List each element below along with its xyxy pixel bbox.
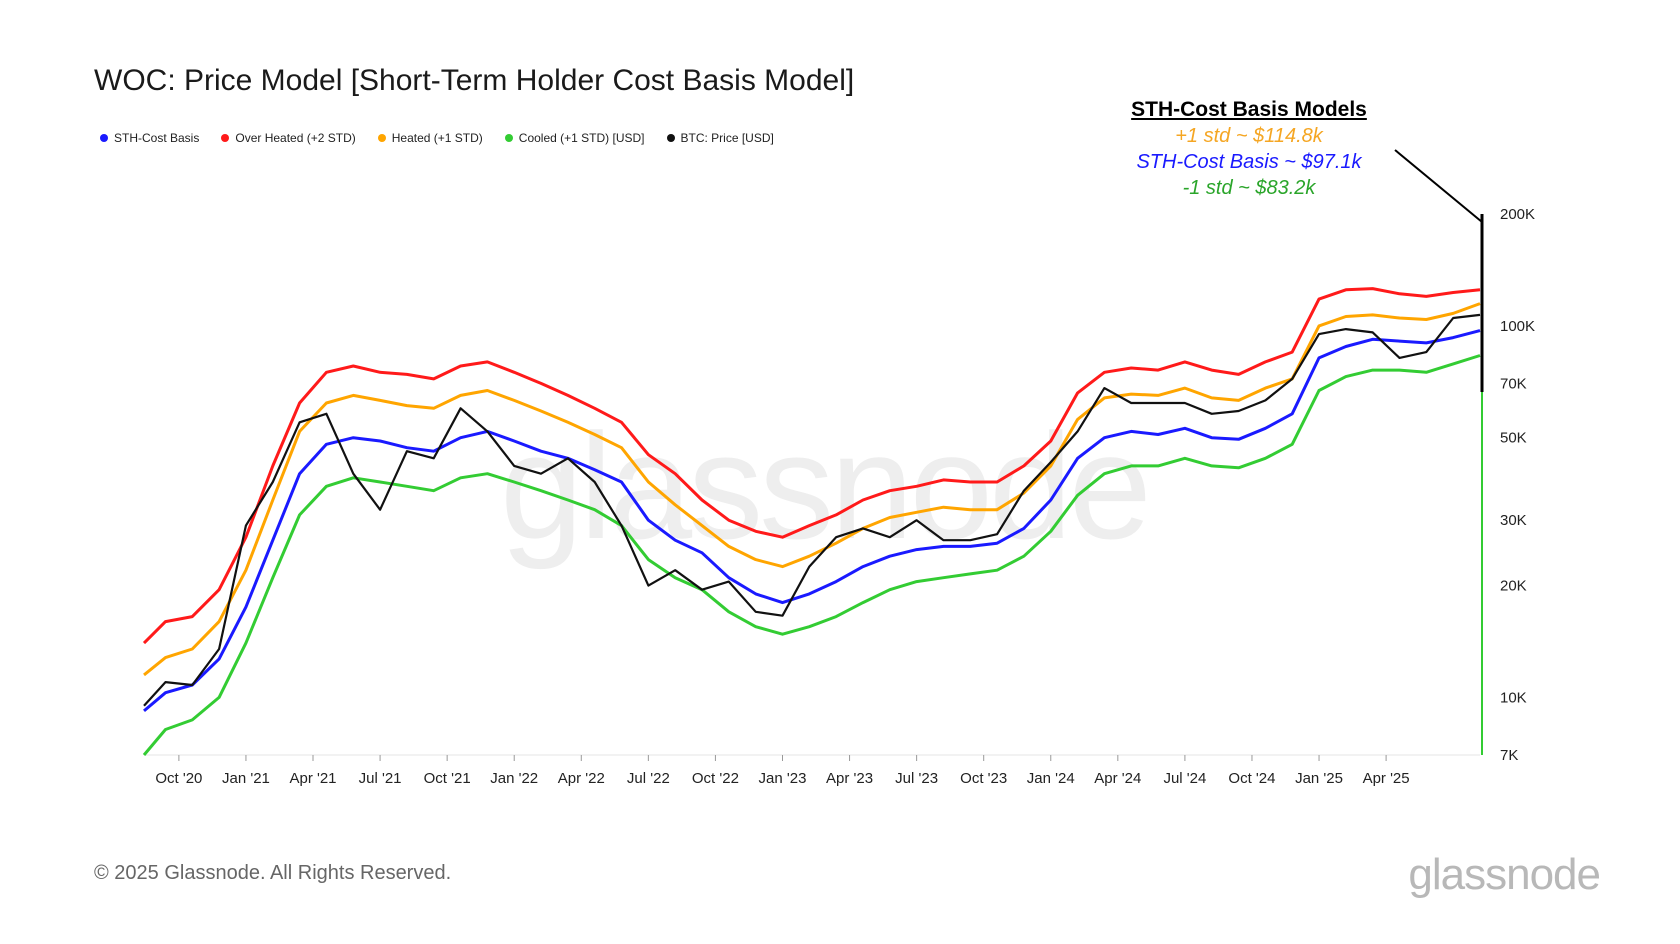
x-tick-label: Jul '24 xyxy=(1163,770,1206,787)
series-line-over-heated-2-std xyxy=(142,287,1481,645)
x-tick-label: Apr '21 xyxy=(289,770,336,787)
y-tick-label: 200K xyxy=(1500,206,1535,223)
y-tick-label: 50K xyxy=(1500,430,1527,447)
legend-label: STH-Cost Basis xyxy=(114,131,200,145)
x-tick-label: Jan '25 xyxy=(1295,770,1343,787)
y-tick-label: 70K xyxy=(1500,375,1527,392)
glassnode-logo: glassnode xyxy=(1408,850,1601,899)
legend-label: BTC: Price [USD] xyxy=(680,131,774,145)
y-tick-label: 100K xyxy=(1500,318,1535,335)
series-line-btc-price-usd xyxy=(143,313,1481,707)
legend-dot xyxy=(504,134,513,142)
legend-dot xyxy=(377,134,386,142)
legend-item-cooled[interactable]: Cooled (+1 STD) [USD] xyxy=(504,131,645,145)
x-tick-label: Apr '24 xyxy=(1094,770,1141,787)
chart-title: WOC: Price Model [Short-Term Holder Cost… xyxy=(94,64,855,97)
callout-plus-one-std: +1 std ~ $114.8k xyxy=(1175,125,1323,147)
series-layer xyxy=(142,287,1481,756)
legend-label: Over Heated (+2 STD) xyxy=(235,131,356,145)
legend-item-btc-price[interactable]: BTC: Price [USD] xyxy=(666,131,774,145)
x-tick-label: Oct '23 xyxy=(960,770,1007,787)
y-tick-label: 7K xyxy=(1500,747,1518,764)
legend-item-over-heated[interactable]: Over Heated (+2 STD) xyxy=(221,131,356,145)
x-tick-label: Jan '22 xyxy=(490,770,538,787)
x-tick-label: Oct '24 xyxy=(1228,770,1275,787)
legend-item-heated[interactable]: Heated (+1 STD) xyxy=(377,131,483,145)
legend-dot xyxy=(666,134,675,142)
x-tick-label: Apr '23 xyxy=(826,770,873,787)
chart-legend: STH-Cost Basis Over Heated (+2 STD) Heat… xyxy=(100,131,774,145)
callout-minus-one-std: -1 std ~ $83.2k xyxy=(1182,177,1316,199)
series-line-cooled-1-std-usd xyxy=(142,354,1481,756)
callout-pointer-line xyxy=(1394,149,1483,223)
glassnode-watermark: glassnode xyxy=(500,402,1152,570)
legend-label: Heated (+1 STD) xyxy=(391,131,483,145)
x-tick-label: Apr '25 xyxy=(1363,770,1410,787)
x-tick-label: Jul '23 xyxy=(895,770,938,787)
legend-dot xyxy=(221,134,230,142)
x-tick-label: Jul '22 xyxy=(627,770,670,787)
series-line-heated-1-std xyxy=(143,302,1481,677)
x-tick-label: Jan '24 xyxy=(1027,770,1075,787)
x-tick-label: Oct '20 xyxy=(155,770,202,787)
legend-dot xyxy=(100,134,108,142)
callout-title: STH-Cost Basis Models xyxy=(1131,98,1367,121)
x-tick-label: Jan '21 xyxy=(222,770,270,787)
callout-sth-cost-basis: STH-Cost Basis ~ $97.1k xyxy=(1136,151,1362,173)
legend-item-sth-cost-basis[interactable]: STH-Cost Basis xyxy=(100,131,199,145)
y-tick-label: 20K xyxy=(1500,578,1527,595)
sth-models-callout: STH-Cost Basis Models +1 std ~ $114.8k S… xyxy=(1120,98,1378,200)
x-tick-label: Apr '22 xyxy=(558,770,605,787)
x-tick-label: Oct '22 xyxy=(692,770,739,787)
series-line-sth-cost-basis xyxy=(143,329,1481,713)
x-tick-label: Jul '21 xyxy=(359,770,402,787)
x-tick-label: Oct '21 xyxy=(424,770,471,787)
y-tick-label: 10K xyxy=(1500,689,1527,706)
copyright-footer: © 2025 Glassnode. All Rights Reserved. xyxy=(94,862,452,884)
x-tick-label: Jan '23 xyxy=(759,770,807,787)
legend-label: Cooled (+1 STD) [USD] xyxy=(518,131,645,145)
axis-layer: 7K 10K 20K 30K 50K 70K 100K 200K Oct '20 Jan '21 A… xyxy=(155,206,1535,787)
y-tick-label: 30K xyxy=(1500,512,1527,529)
